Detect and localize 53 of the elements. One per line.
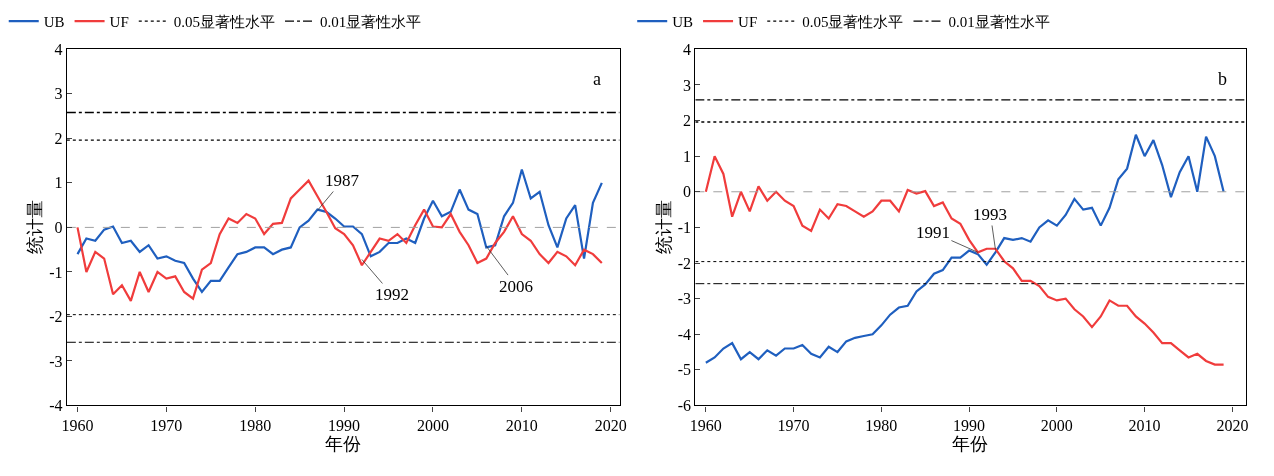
annotation: b — [1218, 69, 1227, 89]
y-tick-label: 2 — [683, 112, 692, 130]
y-tick-label: -2 — [677, 254, 692, 272]
legend-label: 0.01显著性水平 — [948, 13, 1050, 30]
x-tick-label: 1970 — [777, 416, 810, 434]
x-tick-label: 2010 — [505, 416, 538, 434]
x-tick-label: 1960 — [689, 416, 722, 434]
legend-label: UF — [109, 13, 129, 30]
legend-label: UB — [43, 13, 65, 30]
annotation: 1987 — [325, 171, 360, 190]
y-tick-label: -1 — [49, 263, 63, 281]
y-tick-label: 3 — [54, 85, 63, 103]
legend-label: UF — [738, 13, 758, 30]
x-tick-label: 1960 — [61, 416, 94, 434]
x-tick-label: 2000 — [1040, 416, 1073, 434]
y-tick-label: -3 — [677, 290, 692, 308]
legend-label: UB — [672, 13, 694, 30]
x-tick-label: 1990 — [328, 416, 361, 434]
y-tick-label: 2 — [54, 129, 63, 147]
y-axis-title: 统计量 — [653, 200, 674, 255]
x-tick-label: 2020 — [1216, 416, 1249, 434]
annotation: 1992 — [375, 285, 409, 304]
x-tick-label: 2020 — [594, 416, 627, 434]
legend-label: 0.05显著性水平 — [802, 13, 904, 30]
x-tick-label: 1980 — [865, 416, 898, 434]
legend-label: 0.01显著性水平 — [320, 13, 422, 30]
annotation: 1993 — [973, 205, 1007, 224]
y-tick-label: 4 — [54, 40, 63, 58]
y-tick-label: 0 — [683, 183, 692, 201]
y-tick-label: -4 — [677, 325, 692, 343]
annotation: a — [593, 69, 601, 89]
y-tick-label: 1 — [54, 174, 63, 192]
y-tick-label: 1 — [683, 147, 692, 165]
x-tick-label: 1990 — [953, 416, 986, 434]
x-tick-label: 2000 — [416, 416, 449, 434]
x-tick-label: 2010 — [1128, 416, 1161, 434]
y-tick-label: -6 — [677, 397, 692, 415]
x-axis-title: 年份 — [325, 433, 362, 454]
y-tick-label: -3 — [49, 352, 63, 370]
y-tick-label: -4 — [49, 397, 63, 415]
annotation: 1991 — [916, 223, 950, 242]
y-tick-label: -2 — [49, 308, 63, 326]
legend-label: 0.05显著性水平 — [173, 13, 276, 30]
y-tick-label: -5 — [677, 361, 692, 379]
y-tick-label: 3 — [683, 76, 692, 94]
annotation: 2006 — [499, 277, 533, 296]
x-tick-label: 1970 — [150, 416, 183, 434]
y-tick-label: 4 — [683, 40, 692, 58]
x-tick-label: 1980 — [239, 416, 272, 434]
y-tick-label: 0 — [54, 219, 63, 236]
y-axis-title: 统计量 — [25, 200, 46, 255]
x-axis-title: 年份 — [952, 433, 989, 454]
y-tick-label: -1 — [677, 219, 692, 236]
